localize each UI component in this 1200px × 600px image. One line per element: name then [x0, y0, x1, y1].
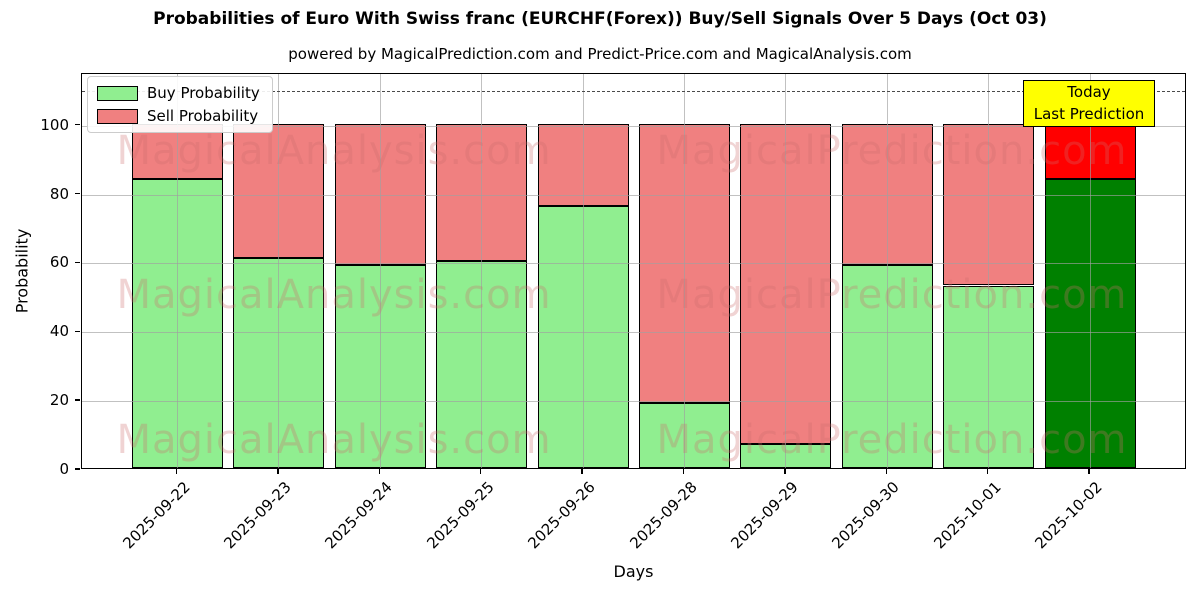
sell-segment [1044, 123, 1136, 179]
bar-2025-09-24 [334, 123, 426, 468]
x-tick-mark [581, 469, 583, 474]
sell-segment [436, 123, 528, 262]
x-tick-label: 2025-10-01 [930, 478, 1005, 553]
sell-segment [537, 123, 629, 207]
buy-segment [233, 257, 325, 468]
today-annotation-line2: Last Prediction [1033, 104, 1145, 123]
y-tick-label: 60 [49, 253, 69, 272]
y-tick-mark [75, 468, 80, 470]
y-tick-mark [75, 261, 80, 264]
legend-item-buy: Buy Probability [97, 84, 260, 102]
x-tick-label: 2025-09-26 [524, 478, 599, 553]
buy-segment [740, 443, 832, 468]
y-tick-mark [75, 123, 80, 126]
buy-segment [943, 285, 1035, 468]
sell-swatch-icon [97, 108, 138, 124]
buy-segment [841, 264, 933, 468]
buy-segment [132, 178, 223, 468]
x-tick-label: 2025-09-23 [220, 478, 295, 553]
x-tick-label: 2025-10-02 [1031, 478, 1106, 553]
buy-swatch-icon [97, 85, 138, 101]
x-tick-mark [987, 469, 989, 474]
legend-sell-label: Sell Probability [147, 107, 259, 125]
y-tick-mark [75, 399, 80, 401]
sell-segment [841, 123, 933, 265]
chart-subtitle: powered by MagicalPrediction.com and Pre… [288, 45, 912, 63]
y-tick-label: 20 [49, 391, 69, 410]
y-tick-mark [75, 192, 80, 195]
buy-segment [436, 261, 528, 468]
x-axis-label: Days [613, 562, 654, 581]
today-annotation-box: Today Last Prediction [1023, 80, 1155, 127]
x-tick-mark [1088, 469, 1090, 474]
bars-layer [82, 74, 1185, 468]
y-tick-label: 0 [59, 460, 69, 478]
sell-segment [740, 123, 832, 444]
y-tick-label: 40 [49, 322, 69, 341]
buy-segment [639, 402, 730, 468]
legend: Buy Probability Sell Probability [87, 76, 273, 133]
legend-buy-label: Buy Probability [147, 84, 260, 102]
bar-2025-09-26 [537, 123, 629, 468]
sell-segment [233, 123, 325, 258]
x-tick-mark [277, 469, 279, 474]
y-tick-mark [75, 330, 80, 332]
sell-segment [334, 123, 426, 265]
y-tick-label: 80 [49, 184, 69, 203]
bar-2025-09-30 [841, 123, 933, 468]
bar-2025-09-29 [740, 123, 832, 468]
y-tick-label: 100 [40, 115, 69, 134]
bar-2025-09-25 [436, 123, 528, 468]
x-tick-mark [784, 469, 786, 474]
bar-2025-10-02 [1044, 123, 1136, 468]
sell-segment [639, 123, 730, 403]
bar-2025-09-28 [639, 123, 730, 468]
x-tick-label: 2025-09-25 [423, 478, 498, 553]
x-tick-label: 2025-09-30 [828, 478, 904, 553]
x-tick-label: 2025-09-29 [727, 478, 802, 553]
x-tick-mark [885, 469, 887, 474]
x-tick-label: 2025-09-22 [118, 478, 194, 553]
bar-2025-10-01 [943, 123, 1035, 468]
legend-item-sell: Sell Probability [97, 107, 260, 125]
buy-segment [537, 206, 629, 468]
bar-2025-09-22 [132, 123, 223, 468]
x-tick-label: 2025-09-28 [625, 478, 701, 553]
x-tick-mark [682, 469, 685, 474]
buy-segment [1044, 178, 1136, 468]
today-annotation-line1: Today [1067, 82, 1111, 101]
sell-segment [943, 123, 1035, 286]
x-tick-mark [378, 469, 380, 474]
x-tick-mark [480, 469, 482, 474]
x-tick-mark [175, 469, 178, 474]
buy-segment [334, 264, 426, 468]
bar-2025-09-23 [233, 123, 325, 468]
x-tick-label: 2025-09-24 [321, 478, 397, 553]
chart-title: Probabilities of Euro With Swiss franc (… [153, 9, 1047, 29]
